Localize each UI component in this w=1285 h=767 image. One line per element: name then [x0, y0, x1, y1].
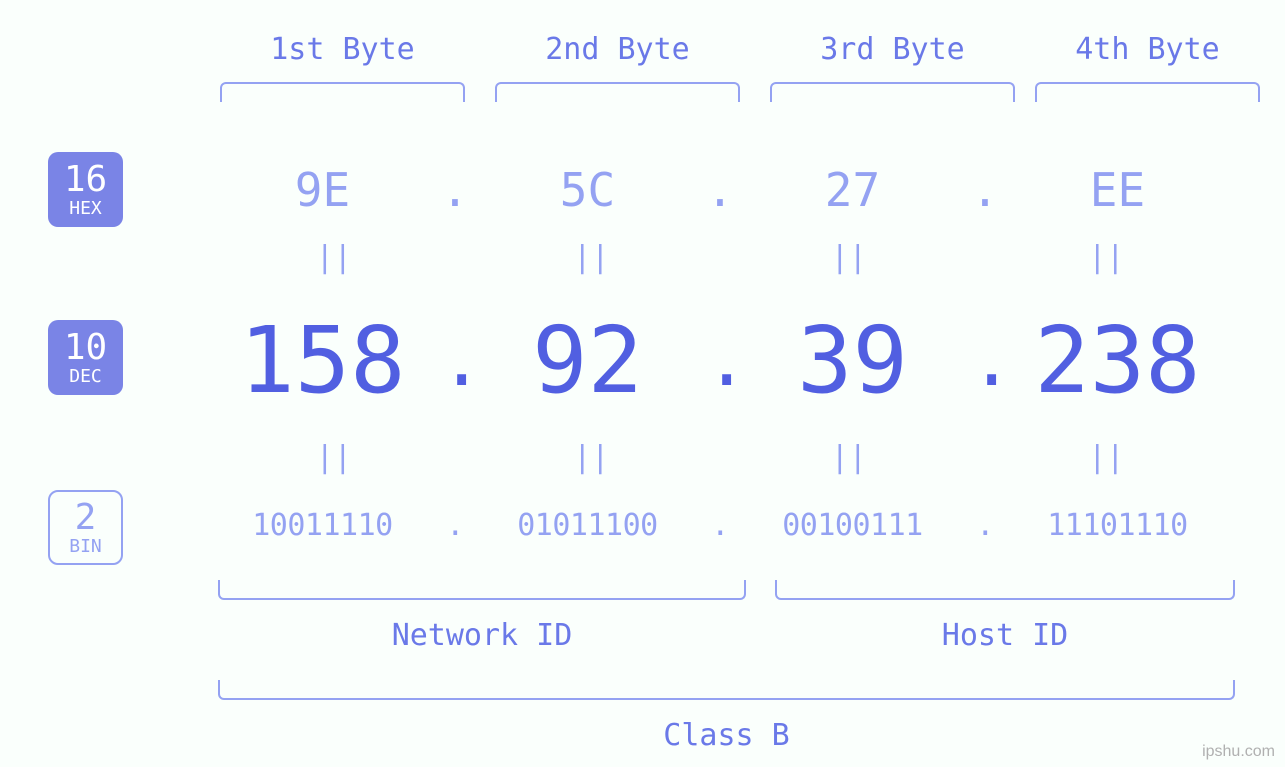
dec-value: 39	[735, 307, 970, 414]
bracket-top-icon	[220, 82, 465, 102]
equals-icon: ||	[463, 440, 721, 475]
equals-row-bottom: || || || ||	[205, 440, 1235, 475]
equals-icon: ||	[720, 240, 978, 275]
radix-label: HEX	[69, 200, 102, 218]
hex-value: 27	[735, 163, 970, 217]
byte-header-label: 3rd Byte	[755, 32, 1030, 67]
bracket-network-icon	[218, 580, 746, 600]
equals-icon: ||	[978, 240, 1236, 275]
dot-separator: .	[440, 508, 470, 543]
bin-value: 00100111	[735, 508, 970, 543]
equals-icon: ||	[978, 440, 1236, 475]
dec-value: 158	[205, 307, 440, 414]
equals-icon: ||	[463, 240, 721, 275]
bin-value: 01011100	[470, 508, 705, 543]
dot-separator: .	[970, 163, 1000, 217]
dot-separator: .	[970, 318, 1000, 402]
hex-row: 9E . 5C . 27 . EE	[205, 150, 1235, 230]
dot-separator: .	[440, 318, 470, 402]
radix-badge-bin: 2 BIN	[48, 490, 123, 565]
hex-value: EE	[1000, 163, 1235, 217]
byte-header-label: 1st Byte	[205, 32, 480, 67]
dec-value: 92	[470, 307, 705, 414]
equals-icon: ||	[205, 440, 463, 475]
bracket-top-icon	[770, 82, 1015, 102]
bracket-top-icon	[495, 82, 740, 102]
dot-separator: .	[440, 163, 470, 217]
bin-value: 10011110	[205, 508, 440, 543]
dot-separator: .	[705, 318, 735, 402]
bracket-class-icon	[218, 680, 1235, 700]
equals-icon: ||	[205, 240, 463, 275]
radix-number: 10	[64, 330, 107, 366]
radix-badge-hex: 16 HEX	[48, 152, 123, 227]
dec-value: 238	[1000, 307, 1235, 414]
class-label: Class B	[218, 718, 1235, 753]
watermark-text: ipshu.com	[1202, 743, 1275, 761]
radix-badge-dec: 10 DEC	[48, 320, 123, 395]
radix-number: 16	[64, 162, 107, 198]
bracket-top-icon	[1035, 82, 1260, 102]
radix-label: BIN	[69, 538, 102, 556]
byte-header-label: 4th Byte	[1020, 32, 1275, 67]
dot-separator: .	[970, 508, 1000, 543]
dec-row: 158 . 92 . 39 . 238	[205, 300, 1235, 420]
byte-header-label: 2nd Byte	[480, 32, 755, 67]
hex-value: 5C	[470, 163, 705, 217]
network-id-label: Network ID	[218, 618, 746, 653]
dot-separator: .	[705, 163, 735, 217]
dot-separator: .	[705, 508, 735, 543]
equals-row-top: || || || ||	[205, 240, 1235, 275]
bracket-host-icon	[775, 580, 1235, 600]
radix-label: DEC	[69, 368, 102, 386]
radix-number: 2	[75, 500, 97, 536]
host-id-label: Host ID	[775, 618, 1235, 653]
hex-value: 9E	[205, 163, 440, 217]
equals-icon: ||	[720, 440, 978, 475]
bin-value: 11101110	[1000, 508, 1235, 543]
bin-row: 10011110 . 01011100 . 00100111 . 1110111…	[205, 500, 1235, 550]
